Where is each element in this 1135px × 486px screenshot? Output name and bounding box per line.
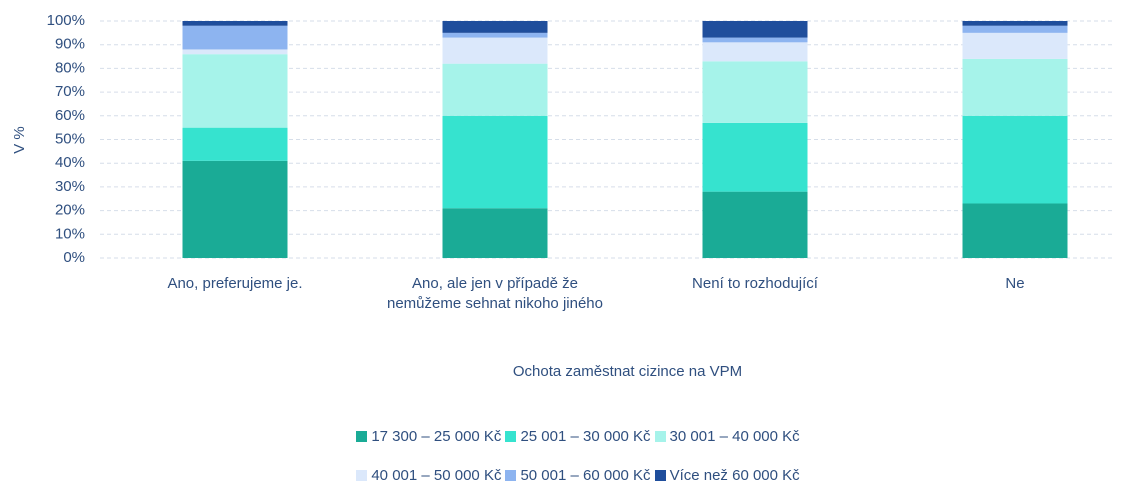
bar-segment [702,21,808,38]
bar-segment [182,25,288,50]
bar-segment [182,160,288,258]
legend-swatch [654,431,666,442]
legend-label: 17 300 – 25 000 Kč [371,428,502,445]
bar-segment [182,54,288,128]
bar-segment [702,42,808,62]
x-tick-label: Ne [1005,275,1025,292]
bar-segment [442,63,548,116]
bar-segment [442,21,548,33]
x-axis-label: Ochota zaměstnat cizince na VPM [512,363,743,380]
legend: 17 300 – 25 000 Kč 25 001 – 30 000 Kč 30 0… [290,428,870,484]
x-tick-label: Ano, preferujeme je. [167,275,303,292]
bar-segment [442,37,548,64]
legend-swatch [356,470,368,481]
legend-item: 50 001 – 60 000 Kč [505,467,651,484]
y-tick-label: 50% [55,130,85,147]
legend-item: 30 001 – 40 000 Kč [654,428,800,445]
legend-swatch [356,431,368,442]
y-tick-label: 40% [55,154,85,171]
bar-segment [962,58,1068,116]
bar-segment [962,32,1068,59]
bar-segment [962,203,1068,258]
legend-label: 30 001 – 40 000 Kč [669,428,800,445]
legend-item: 25 001 – 30 000 Kč [505,428,651,445]
bar-segment [442,208,548,258]
legend-item: 40 001 – 50 000 Kč [356,467,501,484]
legend-swatch [654,470,666,481]
legend-label: Více než 60 000 Kč [669,467,800,484]
bar-segment [702,122,808,192]
y-tick-label: 90% [55,36,85,53]
legend-item: Více než 60 000 Kč [654,467,800,484]
legend-label: 25 001 – 30 000 Kč [520,428,651,445]
bar-segment [182,49,288,55]
legend-swatch [505,470,517,481]
bar-segment [702,191,808,258]
y-tick-label: 30% [55,178,85,195]
y-axis-label: V % [11,126,28,154]
x-tick-label: Není to rozhodující [692,275,818,292]
bar-segment [182,127,288,161]
y-tick-label: 20% [55,202,85,219]
legend-label: 50 001 – 60 000 Kč [520,467,651,484]
bar-segment [442,115,548,209]
x-tick-label: Ano, ale jen v případě že nemůžeme sehna… [387,275,603,312]
bar-segment [962,21,1068,26]
y-tick-label: 10% [55,225,85,242]
bar-segment [182,21,288,26]
bar-segment [702,37,808,43]
legend-label: 40 001 – 50 000 Kč [371,467,502,484]
y-tick-label: 100% [47,12,85,29]
y-tick-label: 60% [55,107,85,124]
bar-segment [702,61,808,123]
y-tick-label: 0% [63,249,85,266]
y-tick-label: 70% [55,83,85,100]
legend-item: 17 300 – 25 000 Kč [356,428,501,445]
legend-swatch [505,431,517,442]
bar-segment [962,25,1068,33]
y-tick-label: 80% [55,59,85,76]
bar-segment [442,32,548,38]
bar-segment [962,115,1068,204]
